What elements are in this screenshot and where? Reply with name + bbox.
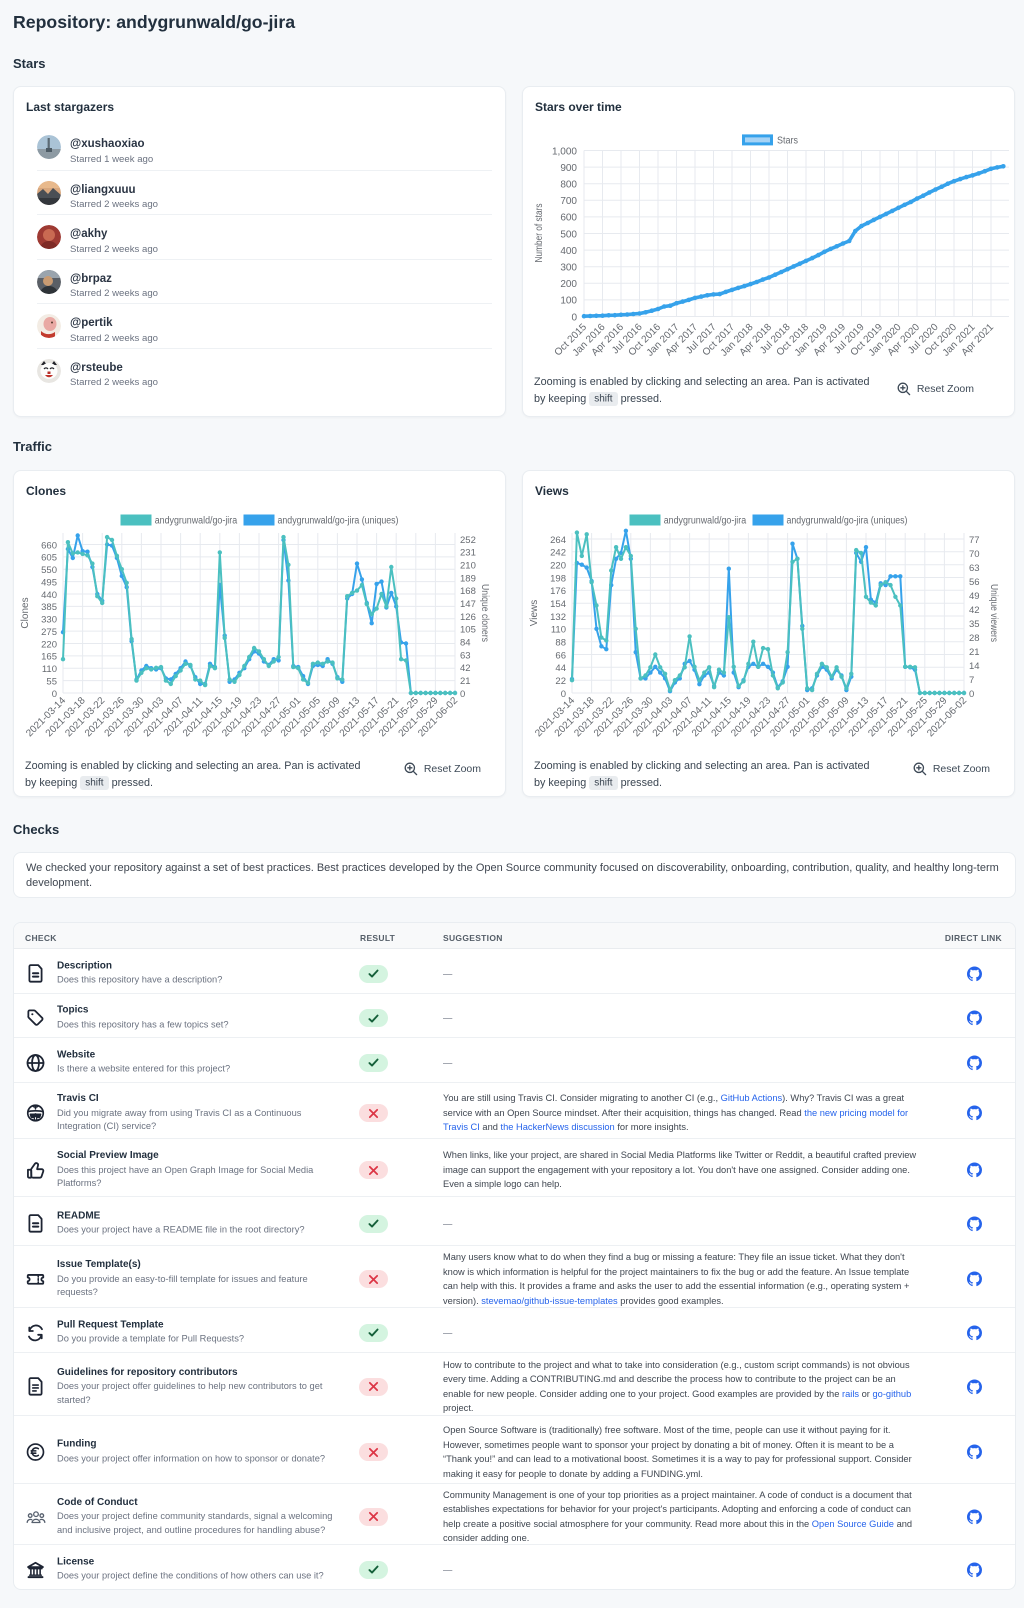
svg-text:70: 70 [969, 549, 980, 560]
svg-text:198: 198 [550, 573, 566, 584]
svg-text:800: 800 [560, 180, 577, 191]
svg-text:andygrunwald/go-jira (uniques): andygrunwald/go-jira (uniques) [787, 516, 908, 527]
svg-text:105: 105 [460, 625, 476, 636]
svg-text:andygrunwald/go-jira: andygrunwald/go-jira [664, 516, 747, 527]
svg-text:22: 22 [555, 676, 566, 687]
svg-text:0: 0 [969, 689, 974, 700]
svg-text:600: 600 [560, 213, 577, 224]
svg-text:275: 275 [41, 627, 57, 638]
svg-text:147: 147 [460, 599, 476, 610]
svg-text:21: 21 [460, 676, 471, 687]
svg-text:200: 200 [560, 279, 577, 290]
svg-text:110: 110 [551, 625, 566, 636]
svg-text:132: 132 [550, 612, 566, 623]
svg-text:14: 14 [969, 661, 980, 672]
svg-text:1,000: 1,000 [552, 146, 577, 157]
svg-text:Unique cloners: Unique cloners [479, 584, 490, 642]
svg-text:660: 660 [41, 540, 57, 551]
svg-text:66: 66 [555, 650, 566, 661]
svg-text:220: 220 [41, 639, 57, 650]
svg-text:7: 7 [969, 675, 974, 686]
svg-text:300: 300 [560, 263, 577, 274]
svg-text:42: 42 [969, 605, 980, 616]
svg-text:0: 0 [460, 689, 465, 700]
svg-text:500: 500 [560, 229, 577, 240]
svg-text:andygrunwald/go-jira (uniques): andygrunwald/go-jira (uniques) [278, 516, 399, 527]
svg-text:Views: Views [529, 600, 540, 627]
svg-text:550: 550 [41, 565, 57, 576]
svg-text:110: 110 [42, 664, 57, 675]
svg-text:56: 56 [969, 577, 980, 588]
svg-text:440: 440 [41, 590, 57, 601]
svg-text:495: 495 [41, 577, 57, 588]
svg-text:900: 900 [560, 163, 577, 174]
svg-text:168: 168 [460, 586, 476, 597]
svg-text:63: 63 [969, 563, 980, 574]
svg-text:35: 35 [969, 619, 980, 630]
svg-text:28: 28 [969, 633, 980, 644]
svg-text:andygrunwald/go-jira: andygrunwald/go-jira [155, 516, 238, 527]
svg-text:0: 0 [52, 689, 57, 700]
svg-text:Unique viewers: Unique viewers [988, 584, 999, 642]
svg-text:189: 189 [460, 573, 476, 584]
svg-text:0: 0 [571, 312, 577, 323]
svg-text:231: 231 [460, 548, 476, 559]
svg-text:49: 49 [969, 591, 980, 602]
svg-text:165: 165 [41, 652, 57, 663]
svg-text:Number of stars: Number of stars [534, 204, 545, 263]
svg-text:42: 42 [460, 663, 471, 674]
svg-text:84: 84 [460, 638, 471, 649]
svg-text:210: 210 [460, 561, 476, 572]
svg-text:21: 21 [969, 647, 980, 658]
svg-text:0: 0 [561, 689, 566, 700]
svg-text:88: 88 [555, 638, 566, 649]
svg-text:Stars: Stars [777, 136, 798, 147]
svg-text:330: 330 [41, 615, 57, 626]
svg-text:605: 605 [41, 553, 57, 564]
svg-text:252: 252 [460, 535, 476, 546]
svg-text:264: 264 [550, 535, 566, 546]
svg-text:63: 63 [460, 650, 471, 661]
svg-text:Clones: Clones [20, 597, 31, 628]
svg-text:100: 100 [560, 296, 577, 307]
svg-text:176: 176 [550, 586, 566, 597]
svg-text:220: 220 [550, 561, 566, 572]
svg-text:126: 126 [460, 612, 476, 623]
svg-text:242: 242 [550, 548, 566, 559]
svg-text:44: 44 [555, 663, 566, 674]
svg-text:77: 77 [969, 535, 980, 546]
svg-text:154: 154 [550, 599, 566, 610]
svg-text:385: 385 [41, 602, 57, 613]
svg-text:55: 55 [46, 676, 57, 687]
svg-text:400: 400 [560, 246, 577, 257]
svg-text:700: 700 [560, 196, 577, 207]
